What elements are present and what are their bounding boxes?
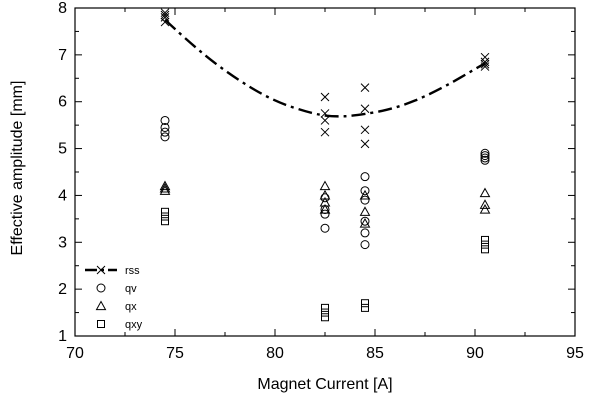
legend-qv-marker [96,283,106,293]
series-qv-point [160,127,170,137]
series-qv-point [320,223,330,233]
series-rss-point [480,59,490,69]
series-qx-point [319,196,331,207]
series-qxy-point [361,303,369,312]
series-qv-point [480,153,490,163]
series-qv-point [360,228,370,238]
series-qxy-point [161,207,169,216]
series-rss-point [320,116,330,125]
x-tick-label: 95 [566,345,584,362]
series-qx-point [159,185,171,195]
series-qx-point [319,180,331,191]
y-tick-label: 4 [58,187,67,204]
series-qx-point [359,218,371,228]
series-qv-point [160,132,170,142]
series-qxy-point [321,308,329,317]
series-qxy-point [321,303,329,312]
legend-qxy-label: qxy [125,319,143,331]
y-tick-label: 5 [58,141,67,158]
series-qv-point [480,151,490,161]
series-qx-point [159,182,171,193]
series-rss-point [360,104,370,114]
series-qxy-point [481,245,489,254]
series-qx-point [359,206,371,216]
series-qxy-point [161,217,169,226]
series-qx-point [479,199,491,209]
x-tick-label: 70 [66,345,84,362]
legend-qxy-marker [97,320,105,328]
series-qxy-point [361,299,369,308]
series-qv-point [160,122,170,132]
series-qxy-point [161,212,169,221]
x-tick-label: 85 [366,345,384,362]
legend-rss-label: rss [125,265,140,277]
series-qv-point [360,186,370,196]
series-qv-point [360,240,370,250]
series-rss-point [360,125,370,135]
legend-qx-marker [95,300,107,311]
series-rss-point [320,92,330,102]
x-tick-label: 80 [266,345,284,362]
series-rss-point [480,52,490,62]
series-qv-point [360,216,370,226]
x-tick-label: 90 [466,345,484,362]
y-tick-label: 3 [58,234,67,251]
series-qv-point [160,115,170,125]
series-rss-point [160,10,170,20]
series-qv-point [320,209,330,219]
series-rss-point [320,127,330,137]
series-qx-point [319,189,331,200]
legend-qv-label: qv [125,283,137,295]
series-qx-point [359,189,371,200]
legend-rss-marker [96,265,106,275]
plot-area: 70 75 80 85 90 95 1 2 3 4 5 6 7 8 rss qv qx qxy [58,0,584,362]
x-axis-label: Magnet Current [A] [257,376,392,393]
plot-frame [74,7,576,337]
series-qx-point [159,180,171,191]
series-qx-point [479,187,491,198]
series-qxy-point [481,235,489,244]
y-tick-label: 6 [58,94,67,111]
y-tick-label: 7 [58,47,67,64]
series-rss-point [360,139,370,149]
y-tick-label: 8 [58,0,67,17]
series-qxy-point [321,313,329,322]
series-rss-fit-line [164,18,486,118]
y-tick-label: 2 [58,281,67,298]
series-qv-point [360,172,370,182]
series-rss-point [160,8,170,18]
y-axis-label: Effective amplitude [mm] [9,81,26,256]
series-rss-point [320,109,330,118]
series-qx-point [479,203,491,214]
series-qxy-point [481,240,489,249]
series-qv-point [360,195,370,205]
series-rss-point [360,83,370,93]
x-tick-label: 75 [166,345,184,362]
series-qv-point [480,155,490,165]
series-qx-point [319,203,331,214]
series-qv-point [480,148,490,158]
legend-qx-label: qx [125,301,137,313]
y-tick-label: 1 [58,328,67,345]
